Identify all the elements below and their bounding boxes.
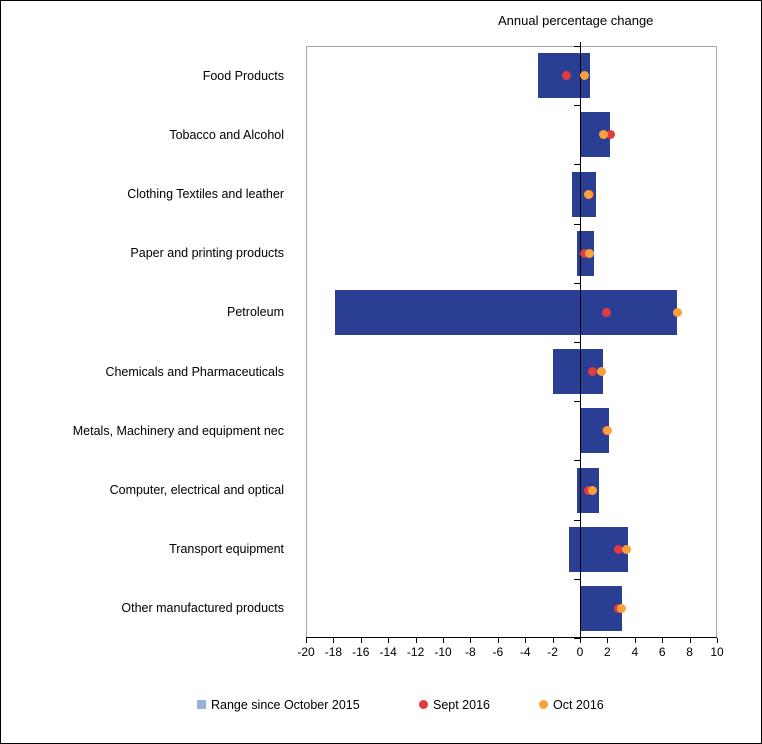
legend-item: Sept 2016 — [419, 697, 490, 712]
plot-frame — [306, 46, 717, 638]
oct-2016-dot — [598, 130, 608, 140]
category-tick-mark — [574, 223, 581, 225]
x-tick-mark — [415, 638, 417, 643]
x-tick-mark — [360, 638, 362, 643]
category-label: Other manufactured products — [121, 601, 284, 616]
x-tick-mark — [306, 638, 307, 643]
sept-2016-dot — [587, 367, 597, 377]
category-label: Computer, electrical and optical — [109, 482, 284, 497]
x-tick-mark — [607, 638, 609, 643]
oct-2016-dot — [583, 189, 593, 199]
category-tick-mark — [574, 638, 581, 639]
legend-square-icon — [197, 700, 206, 709]
sept-2016-dot — [605, 130, 615, 140]
oct-2016-dot — [585, 248, 595, 258]
x-axis-line — [306, 637, 717, 638]
x-tick-mark — [689, 638, 691, 643]
x-tick-label: 4 — [631, 645, 639, 659]
category-label: Metals, Machinery and equipment nec — [72, 423, 284, 438]
oct-2016-dot — [616, 603, 626, 613]
category-label: Transport equipment — [169, 542, 284, 557]
x-tick-mark — [497, 638, 499, 643]
x-tick-mark — [662, 638, 664, 643]
x-tick-label: -2 — [547, 645, 558, 659]
legend-item: Range since October 2015 — [197, 697, 360, 712]
x-tick-label: 2 — [604, 645, 611, 659]
category-tick-mark — [574, 401, 581, 403]
category-tick-mark — [574, 578, 581, 580]
category-tick-mark — [574, 460, 581, 462]
category-label: Clothing Textiles and leather — [127, 186, 284, 201]
chart-title: Annual percentage change — [498, 13, 654, 28]
x-tick-label: -14 — [379, 645, 397, 659]
x-tick-mark — [552, 638, 554, 643]
x-tick-mark — [634, 638, 636, 643]
legend-circle-icon — [539, 700, 548, 709]
sept-2016-dot — [561, 71, 571, 81]
category-label: Petroleum — [227, 305, 284, 320]
category-label: Chemicals and Pharmaceuticals — [105, 364, 284, 379]
x-tick-label: -6 — [492, 645, 504, 659]
oct-2016-dot — [602, 426, 612, 436]
category-label: Food Products — [202, 68, 284, 83]
x-tick-mark — [470, 638, 472, 643]
sept-2016-dot — [601, 307, 611, 317]
sept-2016-dot — [579, 248, 589, 258]
x-tick-label: 6 — [658, 645, 666, 659]
x-tick-label: -4 — [519, 645, 531, 659]
x-tick-mark — [333, 638, 335, 643]
x-tick-label: -10 — [434, 645, 452, 659]
category-tick-mark — [574, 105, 581, 107]
x-tick-mark — [443, 638, 444, 643]
legend-item: Oct 2016 — [539, 697, 604, 712]
x-tick-label: -12 — [406, 645, 425, 659]
x-tick-label: 8 — [686, 645, 693, 659]
x-tick-mark — [525, 638, 527, 643]
legend-label: Range since October 2015 — [211, 697, 360, 712]
x-tick-label: -8 — [465, 645, 476, 659]
legend-label: Oct 2016 — [553, 697, 604, 712]
x-tick-label: 0 — [576, 645, 584, 659]
category-label: Paper and printing products — [130, 246, 284, 261]
oct-2016-dot — [587, 485, 597, 495]
legend-circle-icon — [419, 700, 428, 709]
category-tick-mark — [574, 519, 581, 521]
x-tick-label: 10 — [710, 645, 724, 659]
x-tick-mark — [717, 638, 718, 643]
category-tick-mark — [574, 46, 581, 47]
category-label: Tobacco and Alcohol — [169, 127, 284, 142]
category-tick-mark — [574, 282, 581, 284]
oct-2016-dot — [622, 544, 632, 554]
oct-2016-dot — [579, 71, 589, 81]
category-tick-mark — [574, 164, 581, 166]
range-bar — [334, 289, 678, 335]
x-tick-label: -20 — [297, 645, 315, 659]
legend-label: Sept 2016 — [433, 697, 490, 712]
category-tick-mark — [574, 342, 581, 343]
sept-2016-dot — [613, 544, 623, 554]
oct-2016-dot — [672, 307, 682, 317]
oct-2016-dot — [597, 367, 607, 377]
x-tick-mark — [388, 638, 390, 643]
x-tick-label: -16 — [352, 645, 370, 659]
x-tick-label: -18 — [324, 645, 343, 659]
